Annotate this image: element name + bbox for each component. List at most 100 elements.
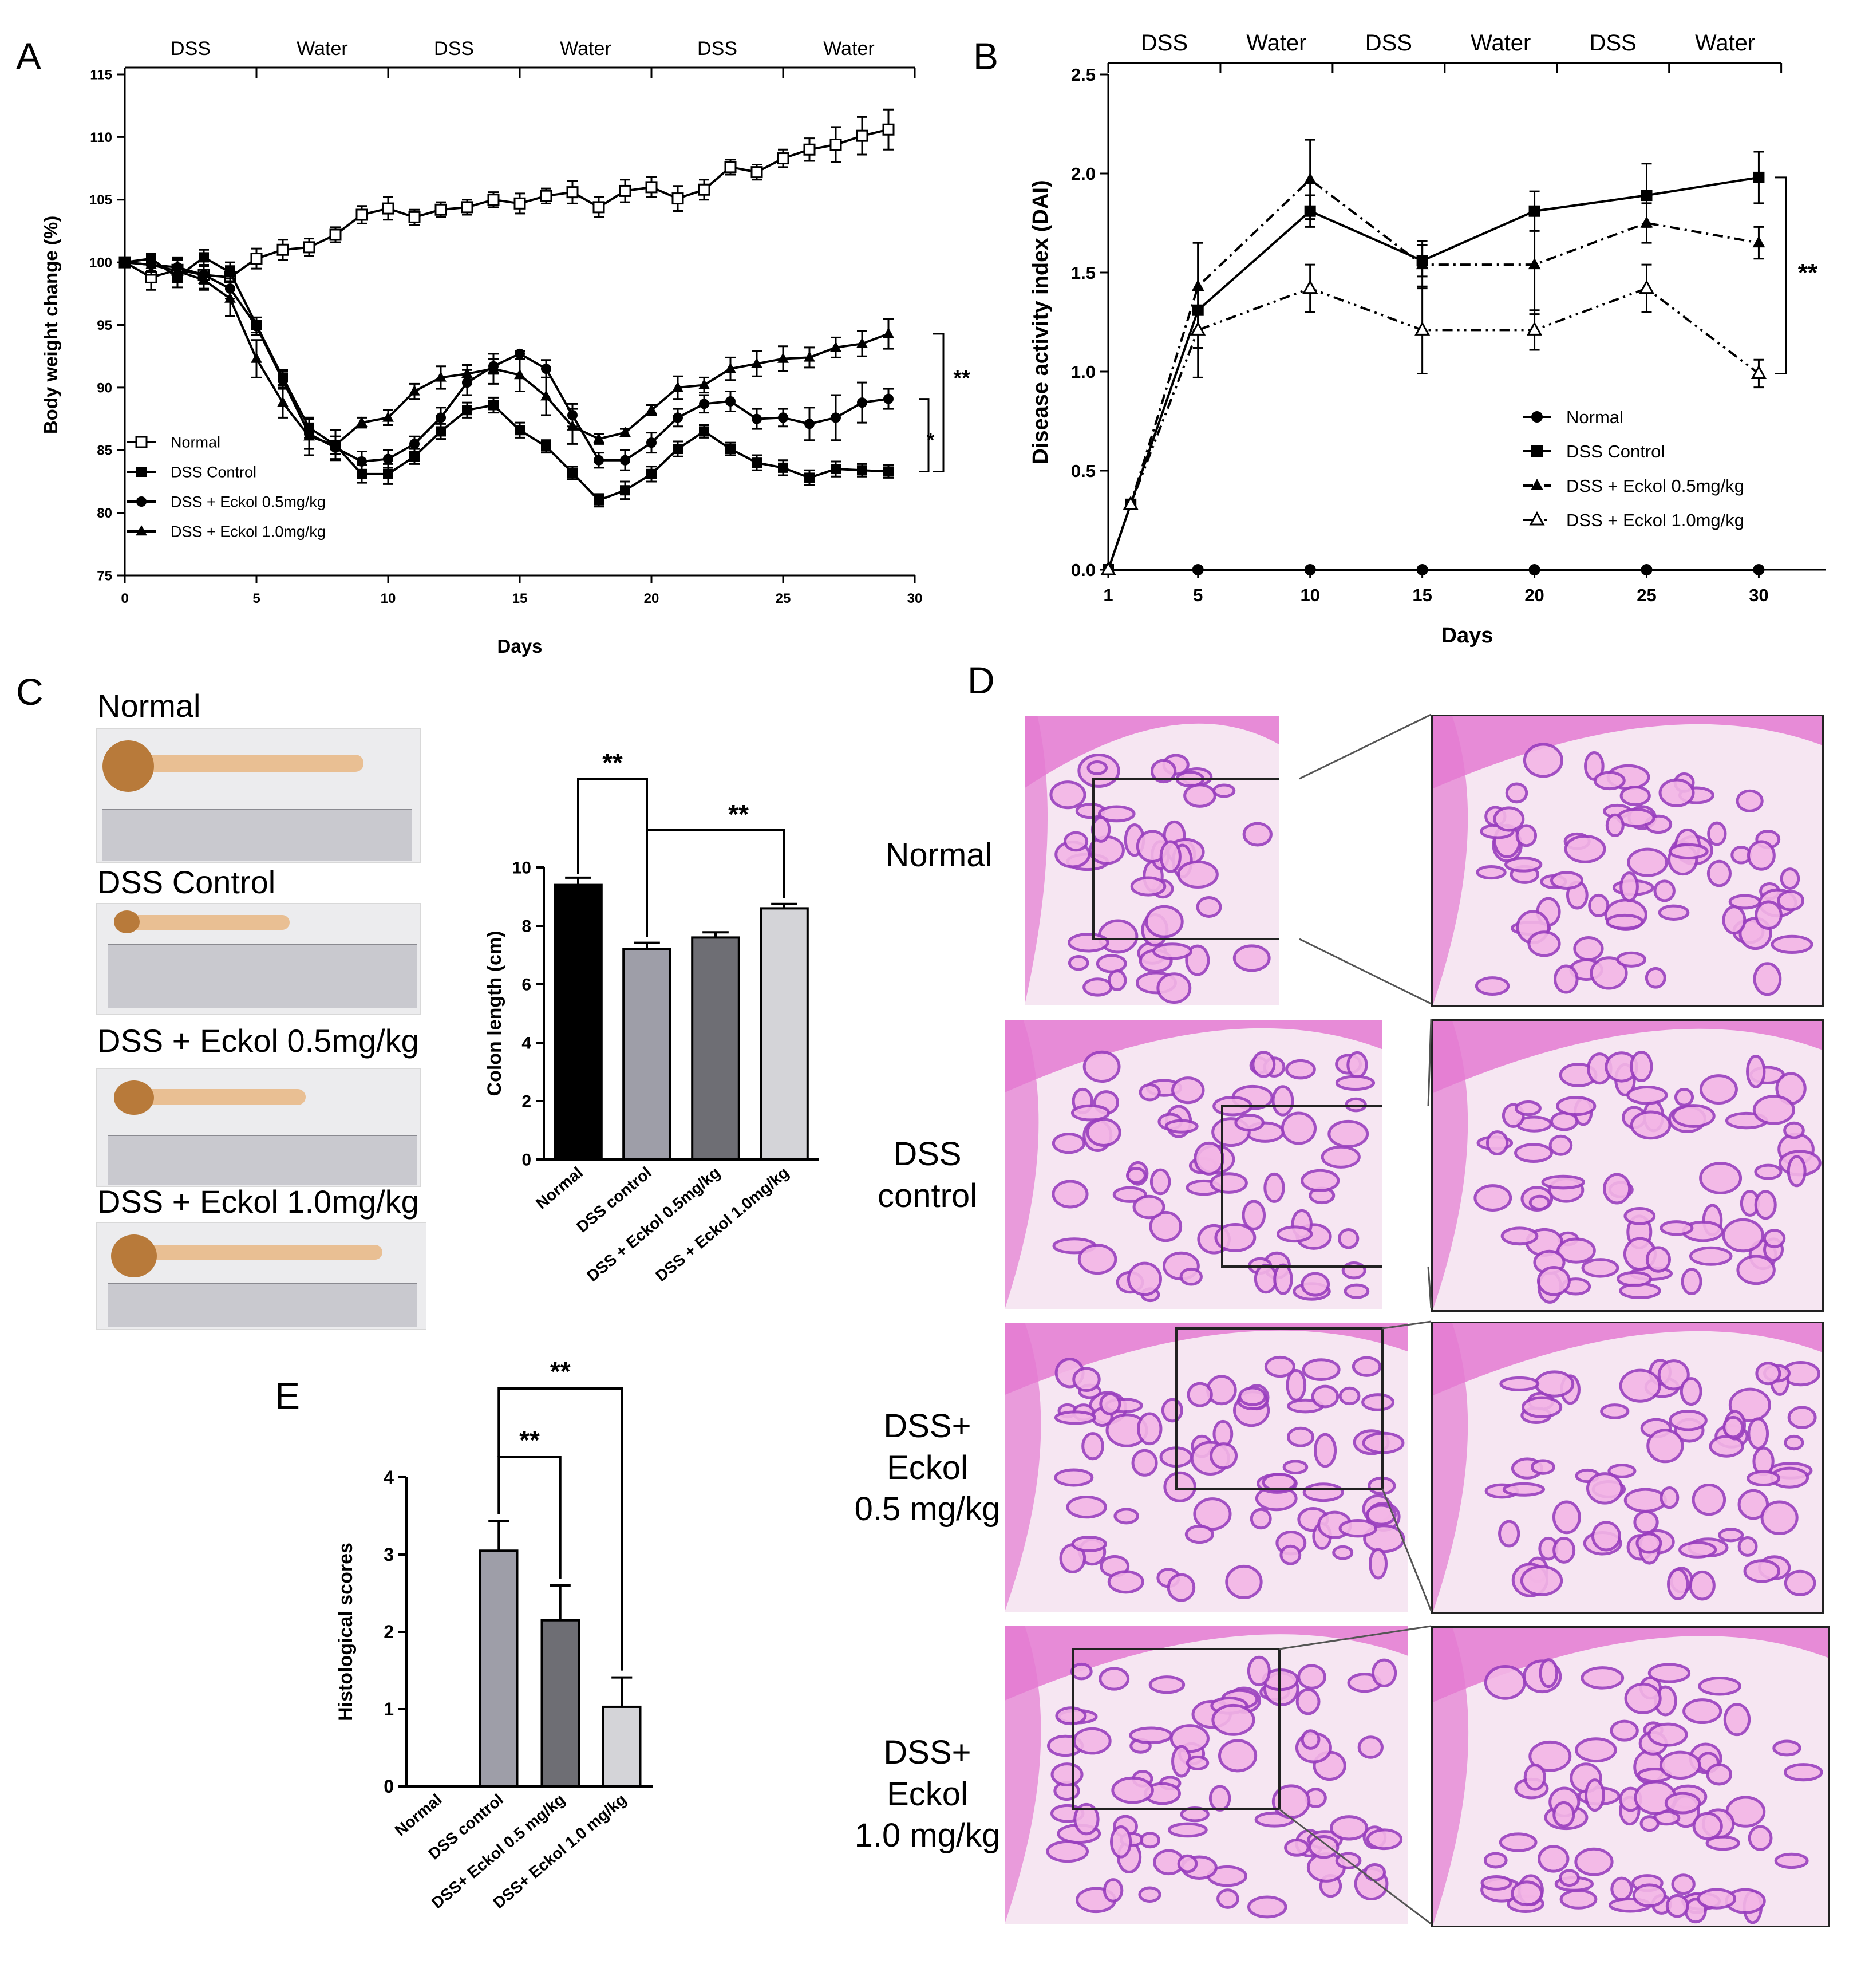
data-point	[278, 374, 288, 385]
crypt	[1364, 1863, 1386, 1882]
crypt	[1667, 1568, 1689, 1600]
crypt	[1780, 867, 1800, 890]
crypt	[1321, 1145, 1361, 1169]
data-point	[1753, 171, 1765, 183]
data-point	[355, 208, 368, 221]
phase-label: DSS	[1590, 30, 1637, 56]
crypt	[1177, 1854, 1198, 1873]
colon-photo-eckol-10	[96, 1222, 426, 1330]
x-tick-label: 30	[907, 591, 923, 606]
crypt	[1607, 1464, 1637, 1478]
y-tick-label: 8	[521, 917, 531, 936]
crypt	[1504, 857, 1543, 873]
crypt	[1575, 1737, 1617, 1763]
crypt	[1752, 1095, 1795, 1125]
data-point	[1641, 190, 1653, 202]
crypt	[1276, 1225, 1313, 1243]
crypt	[1707, 821, 1727, 846]
dai-chart: DSS Water DSS Water DSS Water 0.0 0.5 1.0 1.5 2.0 2…	[1029, 30, 1826, 648]
bar	[554, 883, 603, 1161]
colon-photo-dss-control	[96, 903, 421, 1015]
crypt	[1194, 1141, 1224, 1176]
crypt	[1302, 1358, 1341, 1382]
crypt	[1234, 1113, 1265, 1132]
data-point	[225, 267, 235, 278]
crypt	[1137, 1412, 1163, 1446]
ruler	[102, 809, 412, 861]
phase-label: DSS	[434, 38, 474, 60]
crypt	[1484, 1665, 1526, 1700]
y-tick-label: 110	[90, 130, 112, 145]
series-dss-eckol-1-0mg-kg	[1100, 263, 1767, 575]
crypt	[1140, 1832, 1160, 1849]
data-point	[831, 464, 841, 475]
histo-dss-high	[1431, 1019, 1824, 1312]
data-point	[1640, 216, 1653, 228]
crypt	[1281, 1111, 1317, 1145]
histo-label-normal: Normal	[885, 837, 993, 874]
crypt	[1149, 1168, 1171, 1196]
crypt	[1718, 1528, 1744, 1543]
data-point	[382, 411, 394, 422]
crypt	[1706, 859, 1732, 888]
crypt	[1493, 806, 1525, 832]
crypt	[1772, 1740, 1801, 1757]
crypt	[1208, 1785, 1231, 1812]
data-point	[1414, 321, 1431, 336]
y-tick-label: 1.0	[1071, 362, 1096, 382]
series-dss-eckol-0-5mg-kg	[120, 257, 894, 472]
crypt	[1593, 771, 1626, 791]
series-normal	[118, 108, 895, 291]
crypt	[1692, 1812, 1723, 1840]
phase-label: Water	[1695, 30, 1755, 56]
crypt	[1159, 840, 1182, 873]
crypt	[1138, 1886, 1161, 1903]
submucosa-layer	[1433, 1628, 1469, 1926]
crypt	[1559, 1869, 1580, 1887]
significance-bracket	[1775, 176, 1787, 374]
data-point	[330, 439, 341, 449]
data-point	[567, 420, 578, 431]
legend-marker	[1531, 411, 1543, 423]
crypt	[1055, 1706, 1087, 1726]
bar	[760, 907, 809, 1161]
category-label: Normal	[532, 1163, 586, 1213]
data-point	[671, 192, 684, 205]
crypt	[1498, 1520, 1520, 1548]
crypt	[1052, 1180, 1089, 1209]
submucosa-layer	[1433, 1021, 1468, 1310]
crypt	[1647, 1663, 1691, 1683]
crypt	[1658, 778, 1695, 807]
crypt	[1590, 956, 1628, 990]
crypt	[1787, 1155, 1807, 1188]
significance-bracket	[497, 1387, 623, 1671]
x-tick-label: 5	[252, 591, 260, 606]
y-tick-label: 0.5	[1071, 461, 1096, 481]
y-tick-label: 0	[521, 1151, 531, 1170]
crypt	[1476, 865, 1507, 880]
crypt	[1132, 1194, 1165, 1220]
crypt	[1669, 1410, 1708, 1431]
legend-label: DSS Control	[1566, 441, 1665, 462]
crypt	[1674, 1088, 1694, 1107]
crypt	[1672, 1104, 1716, 1128]
y-tick-label: 80	[97, 506, 112, 521]
crypt	[1771, 934, 1813, 954]
data-point	[725, 444, 736, 455]
crypt	[1096, 954, 1127, 973]
crypt	[1548, 1134, 1573, 1156]
crypt	[1242, 1200, 1266, 1231]
y-tick-label: 0	[384, 1776, 394, 1797]
submucosa-layer	[1005, 1626, 1041, 1924]
muscle-layer	[1005, 1020, 1382, 1093]
data-point	[515, 425, 525, 436]
data-point	[1751, 365, 1767, 379]
phase-label: Water	[297, 38, 347, 60]
muscle-layer	[1025, 716, 1279, 788]
histo-eckol05-low	[1005, 1323, 1408, 1612]
series-line	[1107, 287, 1760, 570]
significance-label: **	[602, 748, 623, 778]
significance-label: **	[728, 799, 749, 829]
phase-label: DSS	[1141, 30, 1188, 56]
data-point	[303, 241, 315, 254]
